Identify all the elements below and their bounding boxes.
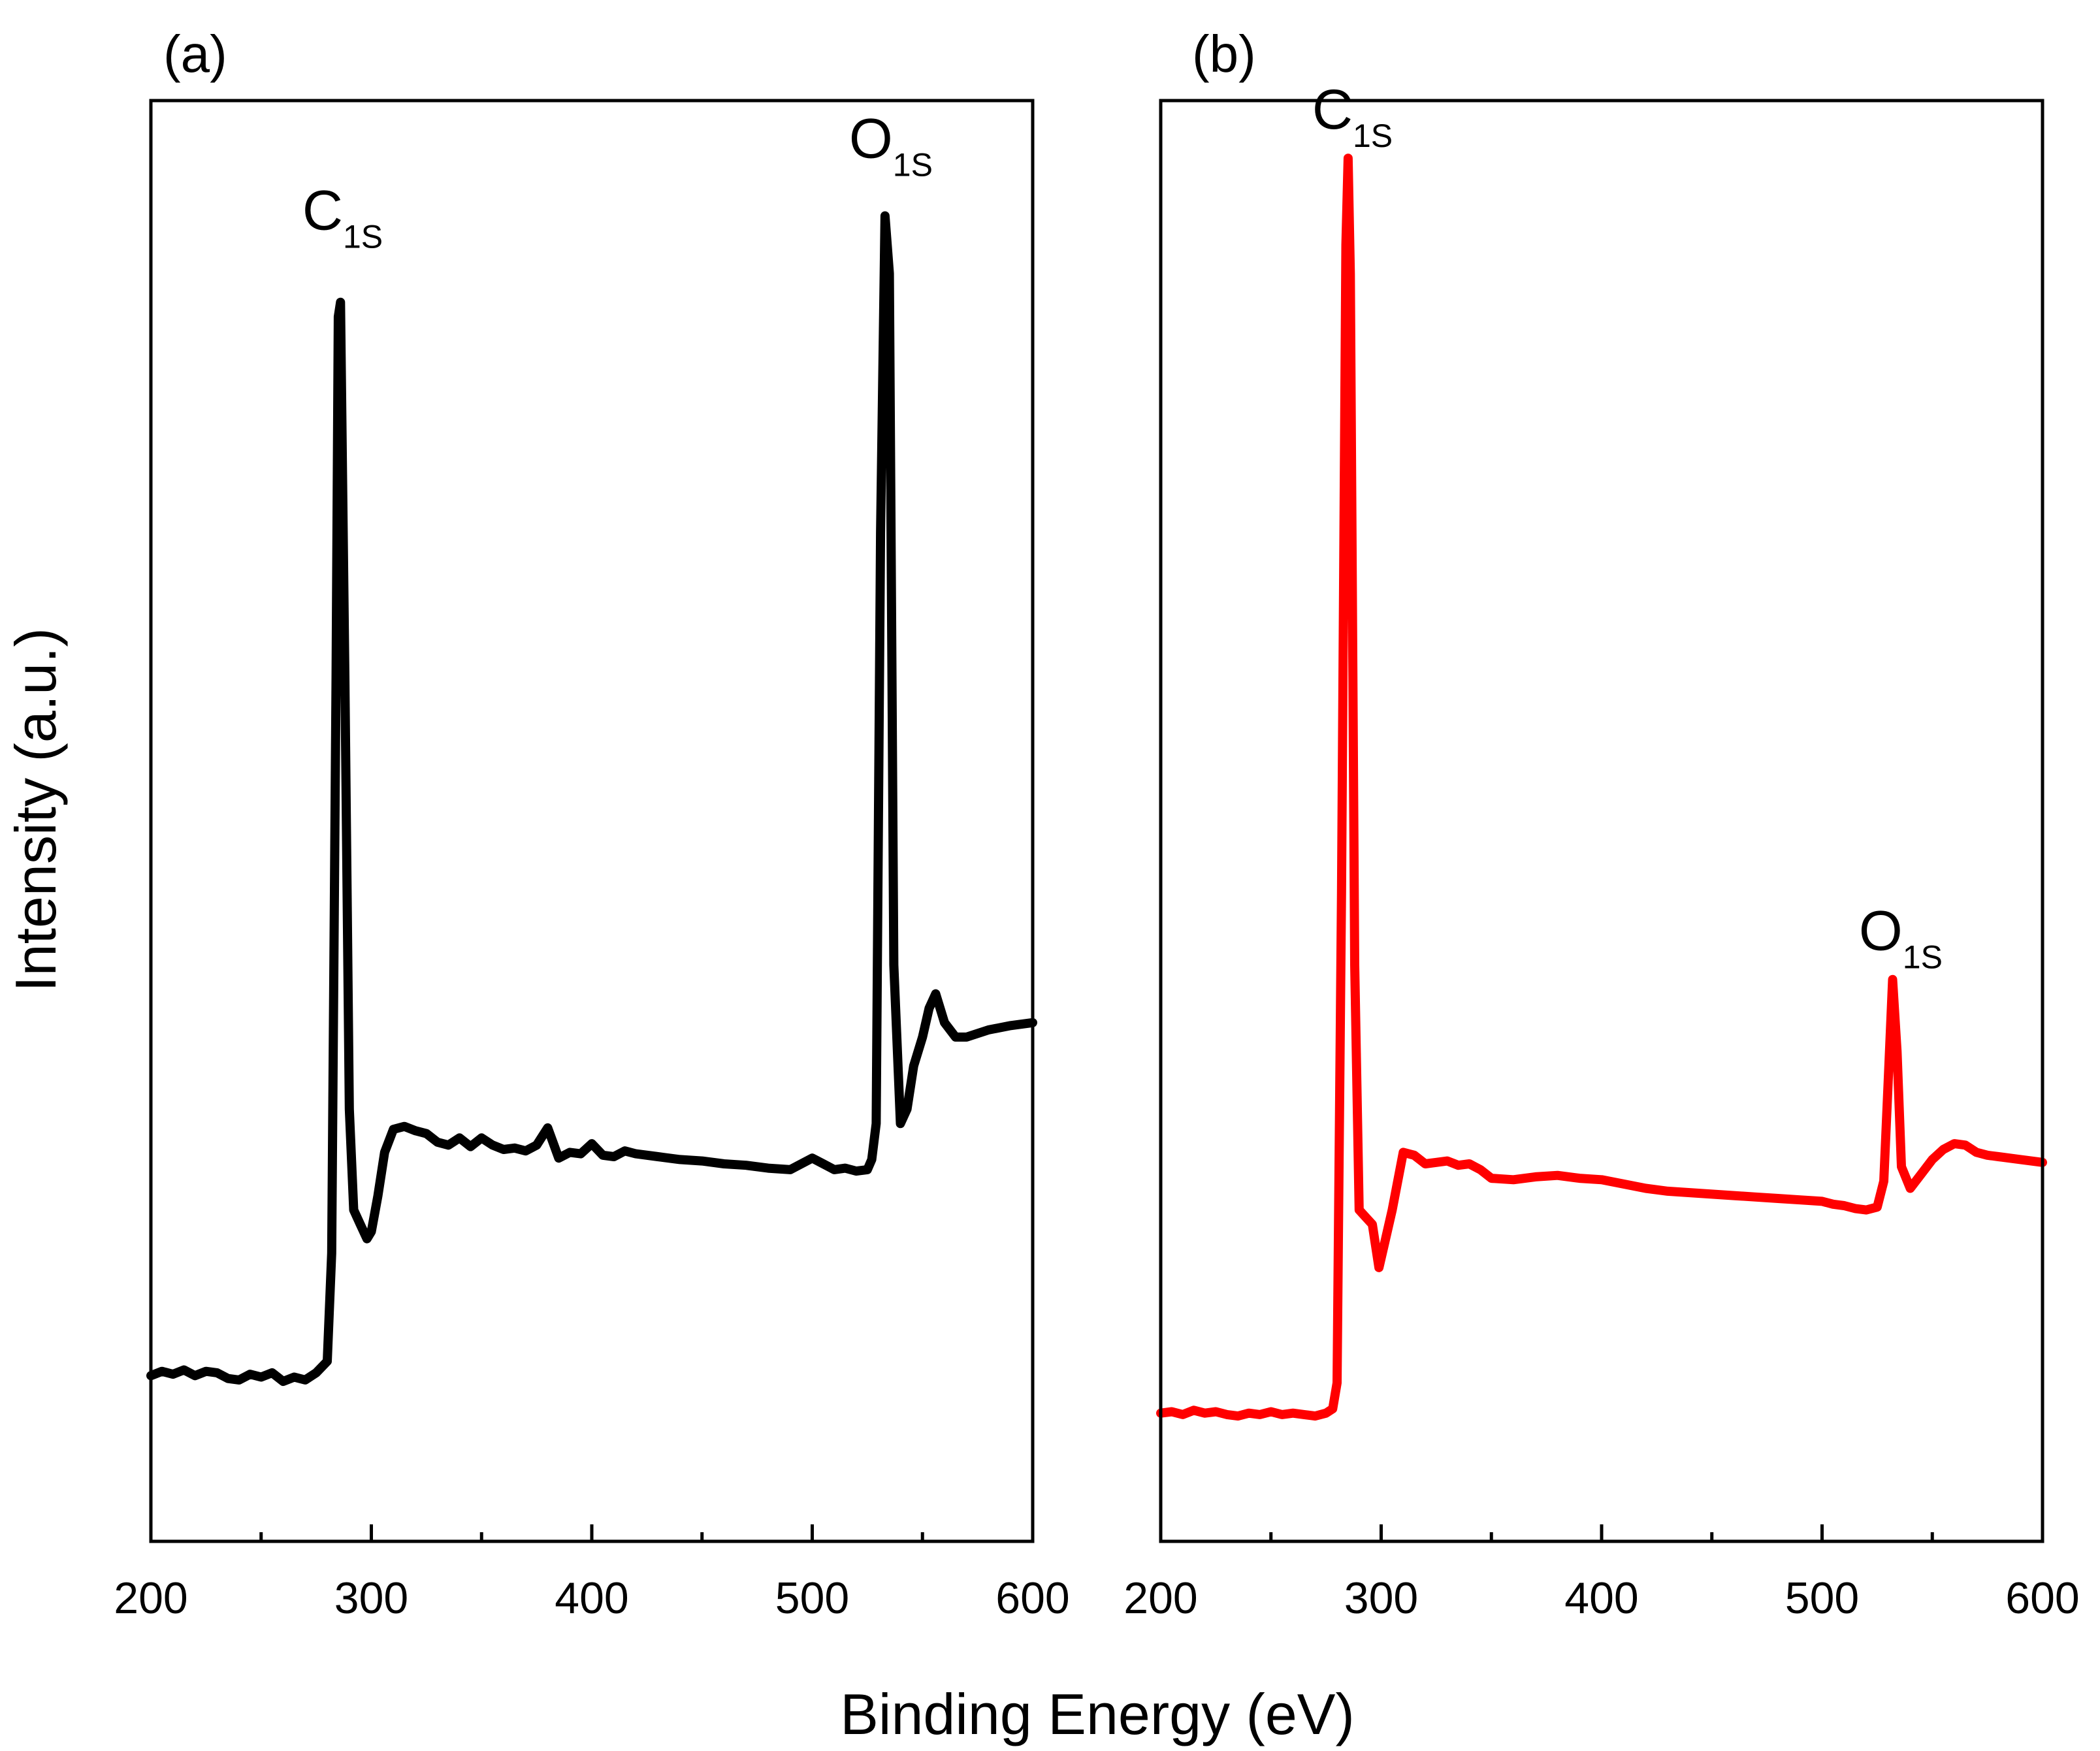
- annotation-subscript: 1S: [893, 146, 933, 183]
- annotation-subscript: 1S: [1353, 118, 1393, 154]
- panel-b-x-tick-label-600: 600: [2005, 1573, 2079, 1623]
- panel-a-series-line: [146, 211, 1037, 1387]
- panel-a-x-tick-label-300: 300: [334, 1573, 408, 1623]
- panel-b-x-tick-label-300: 300: [1344, 1573, 1418, 1623]
- panel-b-series-line: [1156, 153, 2047, 1421]
- panel-b-annotation-c1s: C1S: [1312, 78, 1393, 154]
- annotation-element: C: [302, 180, 343, 242]
- annotation-element: O: [849, 107, 893, 170]
- panel-a-x-tick-label-600: 600: [995, 1573, 1069, 1623]
- annotation-subscript: 1S: [1903, 939, 1943, 976]
- x-axis-label: Binding Energy (eV): [840, 1682, 1355, 1746]
- panel-a-x-tick-label-500: 500: [775, 1573, 849, 1623]
- panel-b-x-tick-label-400: 400: [1564, 1573, 1638, 1623]
- panel-b-annotation-o1s: O1S: [1859, 900, 1943, 976]
- panel-a-x-tick-label-400: 400: [555, 1573, 628, 1623]
- panel-b-label: (b): [1192, 25, 1256, 83]
- panel-a-x-tick-label-200: 200: [114, 1573, 187, 1623]
- panel-b-x-tick-label-500: 500: [1785, 1573, 1859, 1623]
- panel-a-label: (a): [163, 25, 227, 83]
- annotation-element: C: [1312, 78, 1353, 141]
- panel-b-x-tick-label-200: 200: [1123, 1573, 1197, 1623]
- annotation-element: O: [1859, 900, 1903, 963]
- panel-a-annotation-c1s: C1S: [302, 180, 383, 255]
- annotation-subscript: 1S: [343, 219, 383, 255]
- panel-a-annotation-o1s: O1S: [849, 107, 933, 183]
- y-axis-label: Intensity (a.u.): [3, 628, 68, 992]
